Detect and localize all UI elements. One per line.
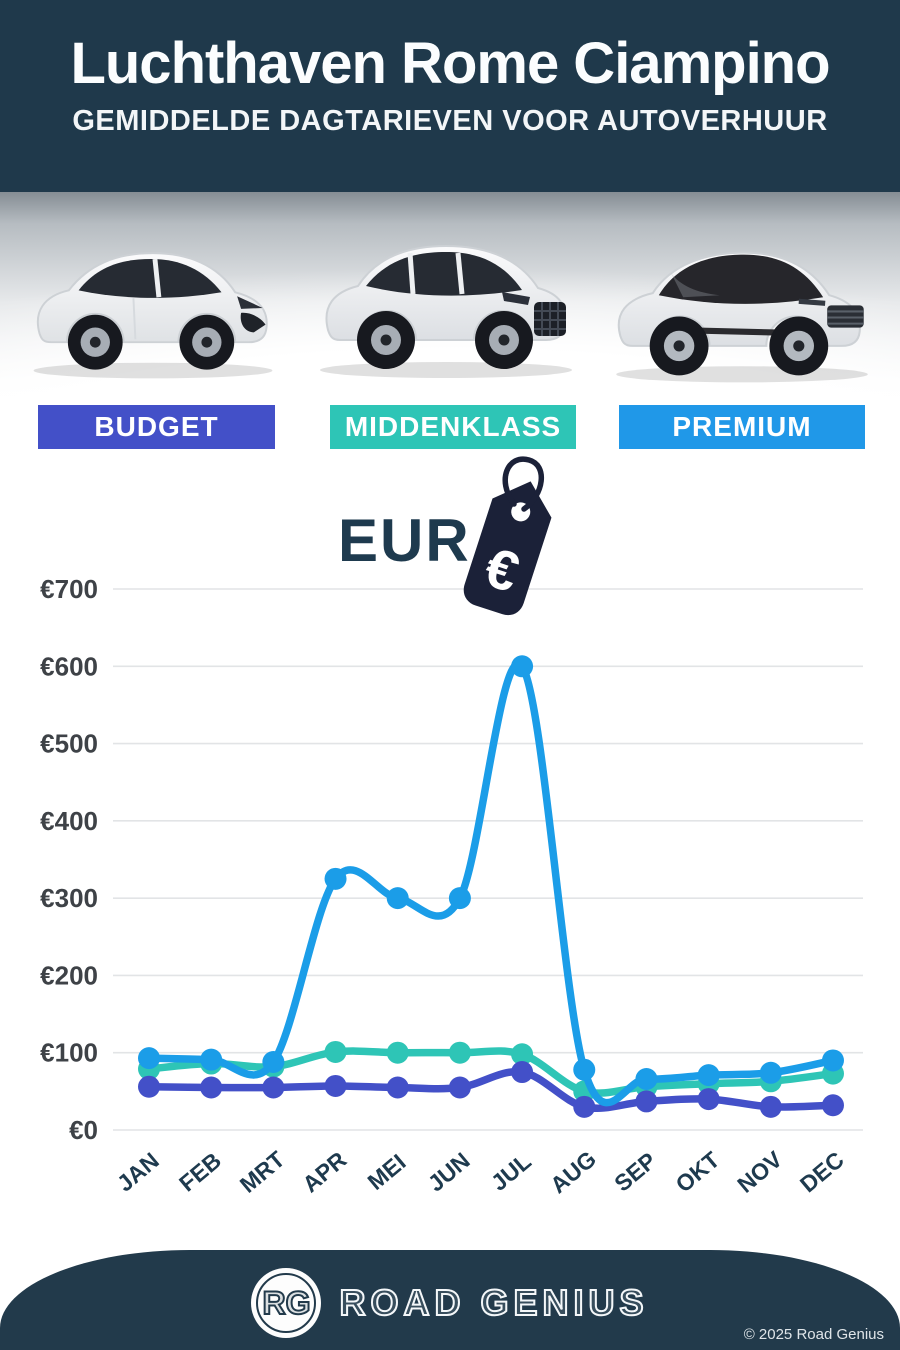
y-axis-tick-label: €600 bbox=[40, 651, 98, 681]
x-axis-month-label: AUG bbox=[545, 1145, 601, 1198]
budget-data-point bbox=[138, 1075, 160, 1098]
logo-ring bbox=[256, 1273, 317, 1333]
budget-data-point bbox=[697, 1088, 720, 1111]
y-axis-tick-label: €500 bbox=[40, 729, 98, 759]
road-genius-logo: RG bbox=[251, 1268, 322, 1338]
header-banner: Luchthaven Rome Ciampino GEMIDDELDE DAGT… bbox=[0, 0, 900, 192]
page-subtitle: GEMIDDELDE DAGTARIEVEN VOOR AUTOVERHUUR bbox=[72, 105, 828, 137]
middenklass-class-banner: MIDDENKLASS bbox=[330, 405, 576, 449]
front-wheel bbox=[769, 316, 829, 376]
y-axis-tick-label: €100 bbox=[40, 1038, 98, 1068]
rear-wheel bbox=[67, 314, 123, 370]
budget-data-point bbox=[573, 1095, 596, 1118]
budget-data-point bbox=[386, 1076, 409, 1099]
budget-data-point bbox=[821, 1094, 844, 1117]
rear-wheel bbox=[649, 316, 709, 376]
x-axis-month-label: DEC bbox=[795, 1146, 849, 1197]
budget-label: BUDGET bbox=[94, 411, 219, 442]
y-axis-tick-label: €300 bbox=[40, 883, 98, 913]
premium-data-point bbox=[759, 1061, 782, 1084]
budget-class-banner: BUDGET bbox=[38, 405, 275, 449]
budget-data-point bbox=[759, 1095, 782, 1118]
footer-bar: RG ROAD GENIUS © 2025 Road Genius bbox=[0, 1250, 900, 1350]
budget-data-point bbox=[511, 1061, 534, 1084]
page-title: Luchthaven Rome Ciampino bbox=[70, 31, 830, 96]
premium-data-point bbox=[200, 1048, 223, 1071]
x-axis-month-label: JUN bbox=[423, 1147, 475, 1196]
y-axis-tick-label: €200 bbox=[40, 960, 98, 990]
x-axis-month-label: OKT bbox=[671, 1146, 725, 1197]
front-wheel bbox=[475, 311, 533, 369]
x-axis-month-label: APR bbox=[297, 1146, 351, 1197]
middenklass-data-point bbox=[511, 1043, 534, 1066]
x-axis-month-label: NOV bbox=[732, 1145, 787, 1197]
premium-data-point bbox=[821, 1049, 844, 1072]
y-axis-tick-label: €0 bbox=[69, 1115, 98, 1145]
premium-data-point bbox=[697, 1064, 720, 1087]
y-axis-tick-label: €400 bbox=[40, 806, 98, 836]
premium-data-point bbox=[511, 655, 534, 678]
premium-data-point bbox=[448, 887, 471, 910]
x-axis-month-label: JAN bbox=[112, 1147, 164, 1196]
front-wheel bbox=[179, 314, 235, 370]
premium-data-point bbox=[386, 887, 409, 910]
middenklass-label: MIDDENKLASS bbox=[344, 411, 562, 442]
x-axis-month-label: FEB bbox=[174, 1147, 226, 1196]
x-axis-month-label: SEP bbox=[609, 1147, 661, 1197]
euro-price-tag-icon: € bbox=[463, 456, 552, 616]
premium-data-point bbox=[573, 1058, 596, 1081]
suv-car-icon bbox=[320, 244, 572, 378]
x-axis-month-label: JUL bbox=[486, 1148, 536, 1196]
x-axis-month-label: MRT bbox=[235, 1146, 290, 1198]
y-axis-tick-label: €700 bbox=[40, 574, 98, 604]
budget-data-point bbox=[448, 1076, 471, 1099]
rear-wheel bbox=[357, 311, 415, 369]
premium-data-point bbox=[324, 867, 347, 890]
budget-data-point bbox=[200, 1076, 223, 1099]
copyright-text: © 2025 Road Genius bbox=[743, 1326, 884, 1343]
middenklass-data-point bbox=[386, 1041, 409, 1064]
black-roof-suv-car-icon bbox=[616, 251, 868, 383]
hatchback-car-icon bbox=[33, 252, 273, 379]
x-axis-month-label: MEI bbox=[363, 1149, 411, 1195]
premium-class-banner: PREMIUM bbox=[619, 405, 865, 449]
middenklass-data-point bbox=[448, 1041, 471, 1064]
currency-heading: EUR bbox=[338, 507, 471, 574]
premium-data-point bbox=[262, 1050, 285, 1073]
premium-data-point bbox=[635, 1067, 658, 1090]
middenklass-data-point bbox=[324, 1040, 347, 1063]
brand-name: ROAD GENIUS bbox=[338, 1281, 649, 1324]
budget-data-point bbox=[262, 1076, 285, 1099]
premium-data-point bbox=[138, 1047, 160, 1070]
budget-data-point bbox=[324, 1074, 347, 1097]
premium-series-line bbox=[145, 660, 837, 1107]
budget-data-point bbox=[635, 1090, 658, 1113]
premium-label: PREMIUM bbox=[672, 411, 812, 442]
